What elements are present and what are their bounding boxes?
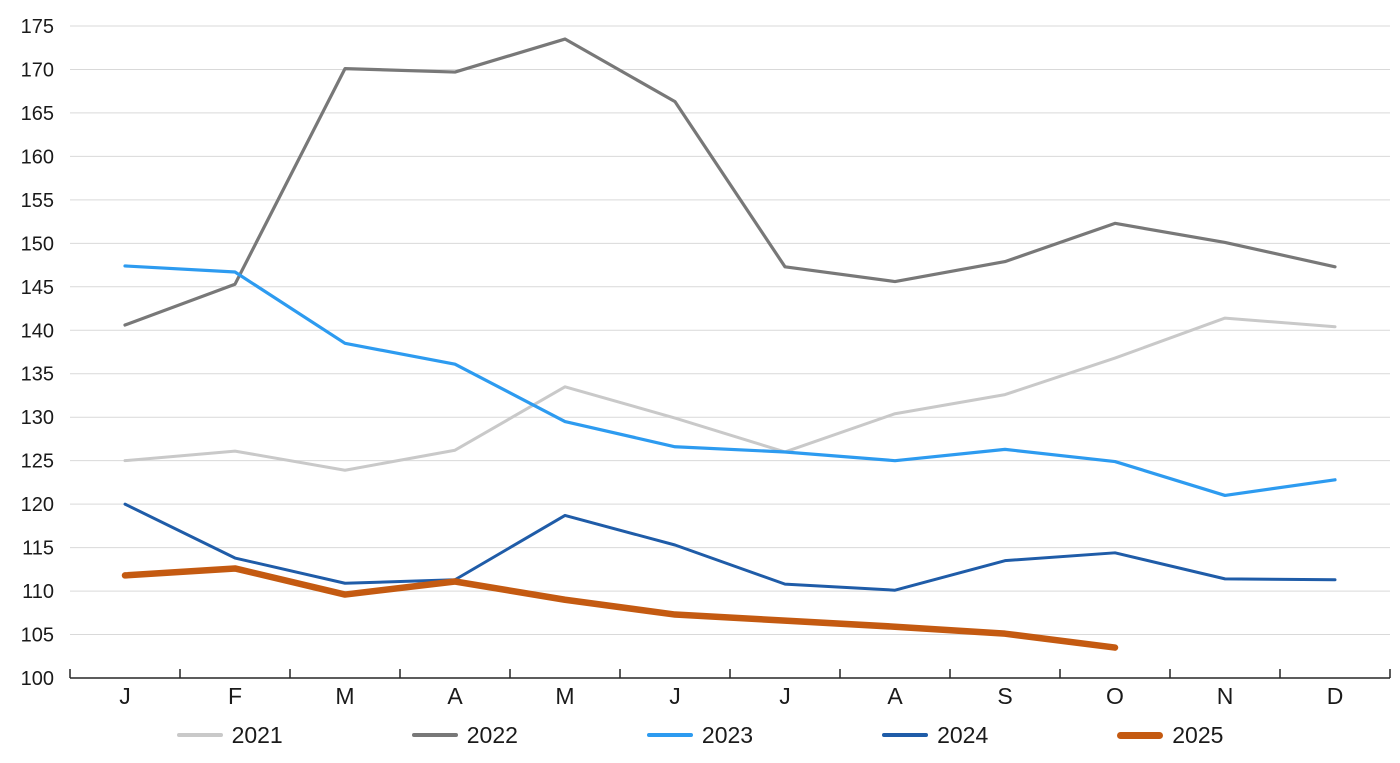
legend-label-2021: 2021 <box>231 721 283 748</box>
y-tick-label: 175 <box>21 16 54 38</box>
series-line-2022 <box>123 37 1337 327</box>
y-tick-label: 115 <box>22 538 54 560</box>
y-tick-label: 120 <box>21 494 54 516</box>
legend-label-2024: 2024 <box>937 721 989 748</box>
x-tick-label: F <box>228 683 242 709</box>
legend-item-2023: 2023 <box>646 721 754 748</box>
x-tick-label: S <box>997 683 1012 709</box>
plot-area: 100 105 110 115 120 125 130 135 140 145 150 155 160 1… <box>21 16 1391 709</box>
y-tick-label: 160 <box>21 146 54 168</box>
x-tick-label: O <box>1106 683 1124 709</box>
y-tick-label: 110 <box>22 581 54 603</box>
legend: 2021 2022 2023 2024 2025 <box>0 716 1400 754</box>
x-tick-label: M <box>335 683 354 709</box>
x-tick-label: A <box>447 683 463 709</box>
legend-item-2025: 2025 <box>1117 721 1224 748</box>
y-tick-label: 165 <box>21 103 54 125</box>
x-tick-label: J <box>779 683 791 709</box>
y-tick-label: 145 <box>21 277 54 299</box>
legend-swatch-2022 <box>411 733 458 737</box>
series-line-2025 <box>121 565 1119 651</box>
legend-swatch-2023 <box>646 733 693 737</box>
x-tick-label: J <box>119 683 131 709</box>
y-tick-label: 170 <box>21 59 54 81</box>
y-tick-label: 105 <box>21 625 54 647</box>
y-tick-label: 150 <box>21 233 54 255</box>
legend-swatch-2025 <box>1117 731 1164 739</box>
legend-item-2021: 2021 <box>176 721 283 748</box>
x-tick-label: D <box>1327 683 1344 709</box>
y-tick-label: 155 <box>21 190 54 212</box>
legend-label-2023: 2023 <box>701 721 754 748</box>
series-line-2021 <box>123 316 1337 472</box>
x-tick-label: A <box>887 683 903 709</box>
y-tick-label: 100 <box>21 668 54 690</box>
legend-swatch-2021 <box>176 733 223 737</box>
series-line-2024 <box>123 502 1337 592</box>
legend-label-2025: 2025 <box>1172 721 1224 748</box>
legend-item-2022: 2022 <box>411 721 518 748</box>
y-tick-label: 135 <box>21 364 54 386</box>
x-tick-label: J <box>669 683 681 709</box>
x-tick-label: M <box>555 683 574 709</box>
y-tick-label: 125 <box>21 451 54 473</box>
series-line-2023 <box>123 264 1337 498</box>
y-tick-label: 130 <box>21 407 54 429</box>
legend-item-2024: 2024 <box>882 721 989 748</box>
legend-label-2022: 2022 <box>466 721 518 748</box>
x-tick-label: N <box>1217 683 1234 709</box>
legend-swatch-2024 <box>882 733 929 737</box>
y-tick-label: 140 <box>21 320 54 342</box>
